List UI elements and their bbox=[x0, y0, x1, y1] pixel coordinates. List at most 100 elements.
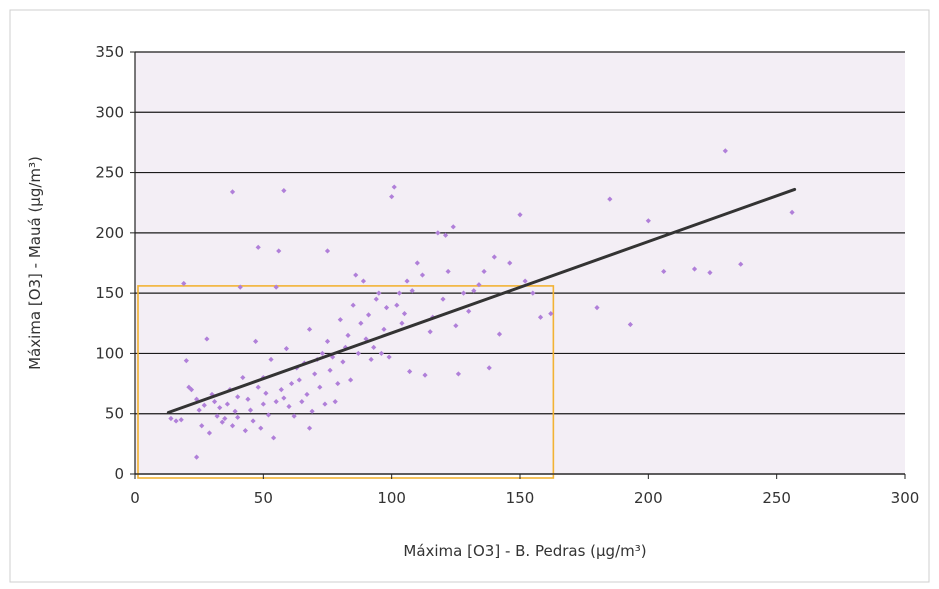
data-point-45 bbox=[276, 248, 282, 254]
data-point-4 bbox=[183, 358, 189, 364]
data-point-80 bbox=[358, 320, 364, 326]
data-point-17 bbox=[217, 405, 223, 411]
data-point-44 bbox=[273, 284, 279, 290]
data-point-117 bbox=[481, 268, 487, 275]
data-point-29 bbox=[242, 427, 248, 434]
data-point-12 bbox=[204, 336, 210, 342]
data-point-125 bbox=[537, 314, 544, 320]
trendline-layer bbox=[166, 187, 797, 415]
y-tick-labels: 0 50 100 150 200 250 300 350 bbox=[95, 43, 135, 483]
data-point-126 bbox=[548, 311, 554, 317]
data-point-26 bbox=[235, 394, 241, 400]
data-point-110 bbox=[450, 224, 456, 230]
data-point-31 bbox=[247, 407, 254, 413]
data-point-72 bbox=[337, 317, 343, 323]
y-tick-label-150: 150 bbox=[95, 284, 124, 302]
data-point-79 bbox=[355, 350, 361, 357]
data-point-48 bbox=[281, 188, 287, 194]
data-point-16 bbox=[214, 413, 220, 419]
data-point-11 bbox=[201, 402, 207, 408]
data-point-41 bbox=[268, 356, 274, 363]
data-point-67 bbox=[324, 248, 331, 254]
data-point-55 bbox=[299, 399, 305, 405]
data-point-96 bbox=[399, 320, 405, 326]
data-point-90 bbox=[383, 305, 390, 311]
data-points bbox=[168, 148, 795, 460]
data-point-92 bbox=[389, 194, 395, 200]
data-point-122 bbox=[517, 212, 523, 218]
data-point-127 bbox=[594, 305, 600, 311]
data-point-135 bbox=[738, 261, 744, 267]
data-point-58 bbox=[306, 326, 313, 332]
y-tick-label-250: 250 bbox=[95, 164, 124, 182]
data-point-104 bbox=[427, 329, 433, 335]
data-point-52 bbox=[291, 413, 297, 419]
chart-area-border bbox=[9, 9, 930, 583]
data-point-119 bbox=[491, 254, 497, 260]
data-point-70 bbox=[332, 399, 338, 405]
x-tick-label-300: 300 bbox=[891, 489, 920, 507]
data-point-20 bbox=[224, 401, 230, 407]
data-point-19 bbox=[222, 415, 228, 422]
x-tick-labels: 0 50 100 150 200 250 300 bbox=[130, 474, 919, 507]
data-point-50 bbox=[286, 403, 292, 410]
data-point-60 bbox=[309, 408, 315, 414]
data-point-32 bbox=[250, 418, 256, 424]
data-point-83 bbox=[365, 312, 372, 318]
data-point-54 bbox=[296, 377, 302, 383]
data-point-9 bbox=[196, 407, 202, 413]
x-tick-label-50: 50 bbox=[254, 489, 273, 507]
y-tick-label-100: 100 bbox=[95, 344, 124, 362]
data-point-130 bbox=[645, 218, 651, 224]
data-point-30 bbox=[245, 396, 251, 402]
data-point-93 bbox=[391, 184, 397, 190]
data-point-81 bbox=[360, 278, 367, 284]
data-point-61 bbox=[312, 371, 318, 377]
data-point-95 bbox=[396, 290, 402, 296]
data-point-0 bbox=[168, 415, 174, 422]
data-point-46 bbox=[278, 387, 284, 393]
data-point-78 bbox=[353, 272, 359, 278]
data-point-33 bbox=[253, 338, 259, 344]
data-point-23 bbox=[229, 189, 236, 195]
data-point-118 bbox=[486, 365, 492, 371]
data-point-112 bbox=[455, 371, 461, 377]
data-point-77 bbox=[350, 302, 356, 308]
data-point-134 bbox=[722, 148, 728, 154]
data-point-25 bbox=[235, 414, 241, 420]
data-point-97 bbox=[401, 311, 408, 317]
data-point-99 bbox=[407, 368, 413, 375]
data-point-71 bbox=[335, 380, 341, 387]
data-point-18 bbox=[219, 419, 225, 425]
data-point-103 bbox=[422, 372, 428, 378]
data-point-116 bbox=[476, 282, 482, 288]
data-point-91 bbox=[386, 354, 392, 360]
data-point-8 bbox=[194, 454, 200, 460]
data-point-63 bbox=[317, 384, 323, 390]
data-point-15 bbox=[211, 399, 218, 405]
data-point-28 bbox=[240, 374, 246, 381]
data-point-76 bbox=[348, 377, 354, 383]
y-tick-label-0: 0 bbox=[114, 465, 124, 483]
y-tick-label-50: 50 bbox=[105, 405, 124, 423]
data-point-87 bbox=[376, 290, 382, 296]
data-point-121 bbox=[507, 260, 513, 266]
data-point-51 bbox=[288, 380, 295, 387]
data-point-5 bbox=[186, 384, 192, 390]
y-axis-title: Máxima [O3] - Mauá (μg/m³) bbox=[26, 156, 44, 370]
data-point-133 bbox=[707, 270, 713, 276]
data-point-100 bbox=[409, 288, 415, 294]
data-point-43 bbox=[273, 399, 279, 405]
data-point-42 bbox=[271, 435, 277, 441]
highlight-box bbox=[137, 285, 555, 479]
data-point-84 bbox=[368, 356, 374, 363]
data-point-98 bbox=[404, 278, 410, 284]
y-tick-label-350: 350 bbox=[95, 43, 124, 61]
x-tick-label-0: 0 bbox=[130, 489, 140, 507]
data-point-129 bbox=[627, 321, 633, 328]
data-point-10 bbox=[199, 423, 205, 429]
data-point-120 bbox=[496, 331, 503, 337]
data-point-86 bbox=[373, 296, 379, 302]
data-point-66 bbox=[324, 338, 331, 344]
data-point-47 bbox=[281, 395, 287, 401]
